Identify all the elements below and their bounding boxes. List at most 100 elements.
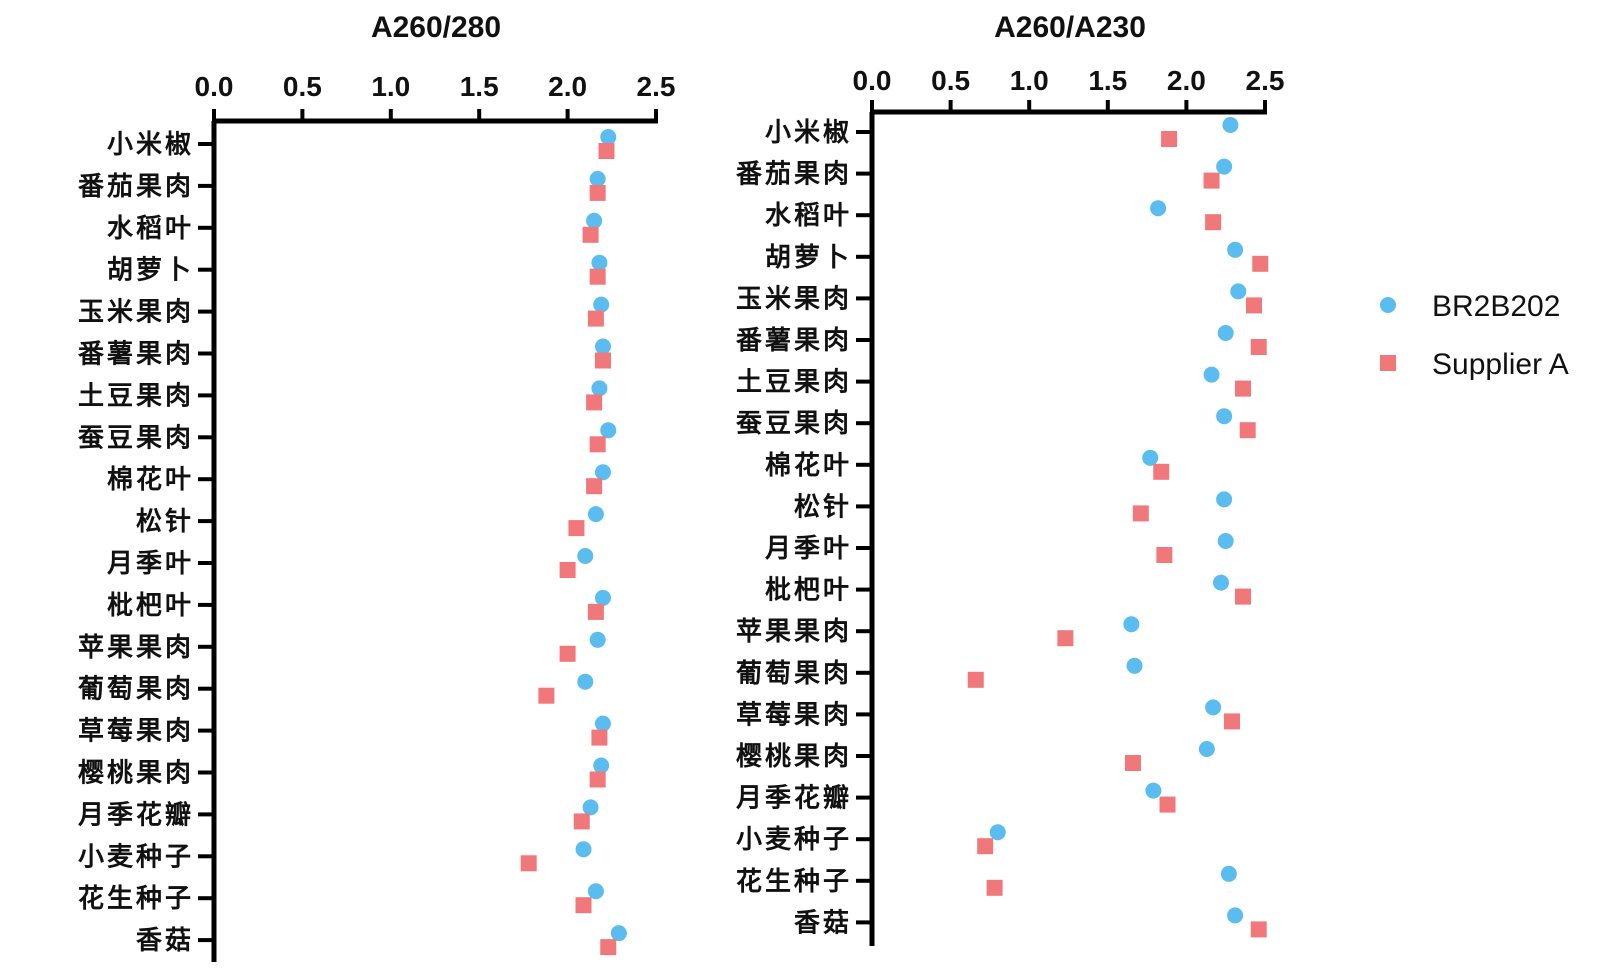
data-point-supplier-a xyxy=(1159,796,1176,813)
data-point-br2b202 xyxy=(594,338,611,355)
data-point-supplier-a xyxy=(586,394,603,411)
data-point-br2b202 xyxy=(1217,533,1234,549)
category-label: 香菇 xyxy=(136,926,194,956)
data-point-supplier-a xyxy=(600,939,617,956)
x-tick-label: 0.5 xyxy=(283,71,322,102)
x-tick-label: 2.0 xyxy=(548,71,587,102)
category-label: 蚕豆果肉 xyxy=(735,409,852,439)
category-label: 玉米果肉 xyxy=(78,298,194,328)
data-point-br2b202 xyxy=(989,824,1006,841)
data-point-br2b202 xyxy=(591,380,608,397)
data-point-br2b202 xyxy=(575,841,592,858)
legend-label-supplier-a: Supplier A xyxy=(1432,348,1569,381)
data-point-supplier-a xyxy=(559,562,576,578)
category-label: 水稻叶 xyxy=(765,201,852,231)
legend-label-br2b202: BR2B202 xyxy=(1432,290,1560,323)
panel-a260-280: A260/280 0.0 0.5 1.0 1.5 2.0 2.5 小米椒番茄果肉水稻叶胡萝卜… xyxy=(77,11,675,962)
category-label: 枇杷叶 xyxy=(107,591,194,621)
category-label: 草莓果肉 xyxy=(736,700,852,730)
data-point-br2b202 xyxy=(610,925,627,942)
data-point-br2b202 xyxy=(1123,616,1140,633)
category-label: 樱桃果肉 xyxy=(78,759,194,789)
x-tick-label: 2.5 xyxy=(1246,65,1285,96)
data-point-br2b202 xyxy=(582,799,599,816)
data-point-supplier-a xyxy=(586,478,603,495)
data-point-supplier-a xyxy=(589,184,606,201)
category-label: 枇杷叶 xyxy=(765,576,852,606)
chart-title: A260/280 xyxy=(371,11,501,44)
category-label: 番薯果肉 xyxy=(78,340,194,370)
data-point-supplier-a xyxy=(573,813,590,830)
data-point-br2b202 xyxy=(1198,741,1215,757)
category-label: 玉米果肉 xyxy=(736,284,852,314)
category-label: 葡萄果肉 xyxy=(736,659,852,689)
data-point-br2b202 xyxy=(1205,699,1222,716)
data-point-br2b202 xyxy=(1227,907,1244,924)
category-label: 月季花瓣 xyxy=(77,800,194,830)
x-tick-label: 0.0 xyxy=(853,65,892,96)
data-point-br2b202 xyxy=(1230,283,1247,300)
x-tick-label: 1.0 xyxy=(371,71,410,102)
data-point-br2b202 xyxy=(593,757,610,774)
category-label: 胡萝卜 xyxy=(765,243,852,273)
data-point-br2b202 xyxy=(1142,449,1159,466)
category-label: 胡萝卜 xyxy=(107,256,194,286)
data-point-supplier-a xyxy=(1132,505,1149,522)
data-point-supplier-a xyxy=(986,879,1003,896)
data-point-supplier-a xyxy=(1252,255,1269,272)
x-tick-label: 1.5 xyxy=(460,71,499,102)
category-label: 葡萄果肉 xyxy=(78,675,194,705)
category-label: 番茄果肉 xyxy=(78,172,194,202)
x-tick-label: 2.0 xyxy=(1167,65,1206,96)
data-point-supplier-a xyxy=(1057,630,1074,647)
data-point-supplier-a xyxy=(594,352,611,369)
data-point-br2b202 xyxy=(586,212,603,229)
data-point-supplier-a xyxy=(977,838,994,855)
category-label: 松针 xyxy=(794,492,852,522)
data-point-supplier-a xyxy=(1153,463,1170,480)
category-label: 小米椒 xyxy=(107,130,194,160)
data-point-supplier-a xyxy=(1234,588,1251,605)
legend-marker-br2b202 xyxy=(1380,297,1396,313)
category-label: 小麦种子 xyxy=(736,825,852,855)
data-point-supplier-a xyxy=(1156,547,1173,563)
data-point-supplier-a xyxy=(1245,297,1262,314)
x-tick-label: 1.5 xyxy=(1088,65,1127,96)
data-point-supplier-a xyxy=(1124,755,1141,771)
data-point-br2b202 xyxy=(593,296,610,313)
data-point-br2b202 xyxy=(1203,366,1220,383)
data-point-br2b202 xyxy=(1216,491,1233,508)
data-point-supplier-a xyxy=(589,436,606,453)
data-point-supplier-a xyxy=(559,645,576,662)
data-point-supplier-a xyxy=(1203,172,1220,189)
category-label: 番茄果肉 xyxy=(736,160,852,190)
data-point-br2b202 xyxy=(591,254,608,271)
data-point-supplier-a xyxy=(591,729,608,746)
data-point-supplier-a xyxy=(1239,422,1256,439)
data-point-supplier-a xyxy=(538,687,555,704)
category-label: 月季花瓣 xyxy=(735,784,852,814)
category-label: 苹果果肉 xyxy=(736,617,852,647)
data-point-br2b202 xyxy=(1216,158,1233,175)
data-point-supplier-a xyxy=(589,268,606,285)
legend: BR2B202 Supplier A xyxy=(1380,290,1569,381)
data-point-supplier-a xyxy=(1250,921,1267,938)
data-point-br2b202 xyxy=(587,883,604,900)
category-label: 小麦种子 xyxy=(78,842,194,872)
data-point-supplier-a xyxy=(589,771,606,788)
category-label: 土豆果肉 xyxy=(78,381,194,411)
data-point-supplier-a xyxy=(967,671,984,688)
category-label: 花生种子 xyxy=(736,867,852,897)
data-point-supplier-a xyxy=(1205,214,1222,231)
category-label: 花生种子 xyxy=(78,884,194,914)
category-label: 番薯果肉 xyxy=(736,326,852,356)
data-point-br2b202 xyxy=(600,422,617,439)
category-label: 草莓果肉 xyxy=(78,717,194,747)
data-point-br2b202 xyxy=(600,129,617,145)
data-point-supplier-a xyxy=(520,855,537,872)
data-point-br2b202 xyxy=(1150,200,1167,217)
data-point-supplier-a xyxy=(1250,339,1267,355)
category-label: 月季叶 xyxy=(106,549,194,579)
data-point-br2b202 xyxy=(1126,657,1143,674)
